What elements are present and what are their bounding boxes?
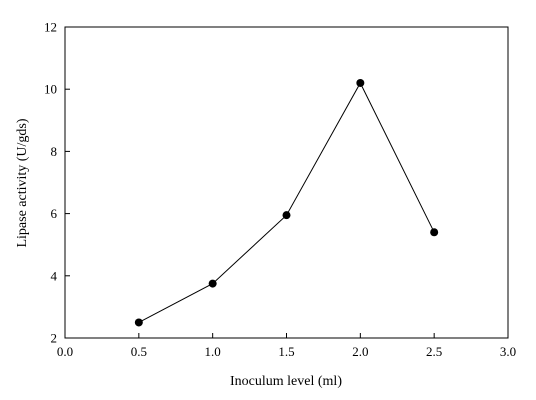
data-point bbox=[208, 279, 217, 288]
y-tick-label: 8 bbox=[51, 144, 58, 159]
series-line bbox=[138, 81, 435, 323]
data-point bbox=[282, 211, 291, 220]
series-layer bbox=[134, 78, 439, 327]
plot-frame bbox=[64, 26, 509, 339]
y-tick-label: 2 bbox=[51, 331, 58, 346]
data-point bbox=[356, 78, 365, 87]
x-tick-label: 1.5 bbox=[278, 344, 294, 359]
y-tick-label: 4 bbox=[51, 268, 58, 283]
data-point bbox=[134, 318, 143, 327]
x-tick-label: 1.0 bbox=[205, 344, 221, 359]
y-tick-label: 10 bbox=[44, 82, 57, 97]
x-axis: 0.0 0.5 1.0 1.5 2.0 2.5 3.0 bbox=[57, 333, 516, 359]
y-tick-label: 12 bbox=[44, 20, 57, 35]
x-tick-label: 3.0 bbox=[500, 344, 516, 359]
x-tick-label: 0.5 bbox=[131, 344, 147, 359]
data-point bbox=[430, 228, 439, 237]
x-tick-label: 2.5 bbox=[426, 344, 442, 359]
y-axis: 2 4 6 8 10 12 bbox=[44, 20, 70, 346]
x-axis-label: Inoculum level (ml) bbox=[230, 374, 342, 389]
x-tick-label: 2.0 bbox=[352, 344, 368, 359]
y-axis-label: Lipase activity (U/gds) bbox=[15, 118, 30, 247]
x-tick-label: 0.0 bbox=[57, 344, 73, 359]
y-tick-label: 6 bbox=[51, 206, 58, 221]
